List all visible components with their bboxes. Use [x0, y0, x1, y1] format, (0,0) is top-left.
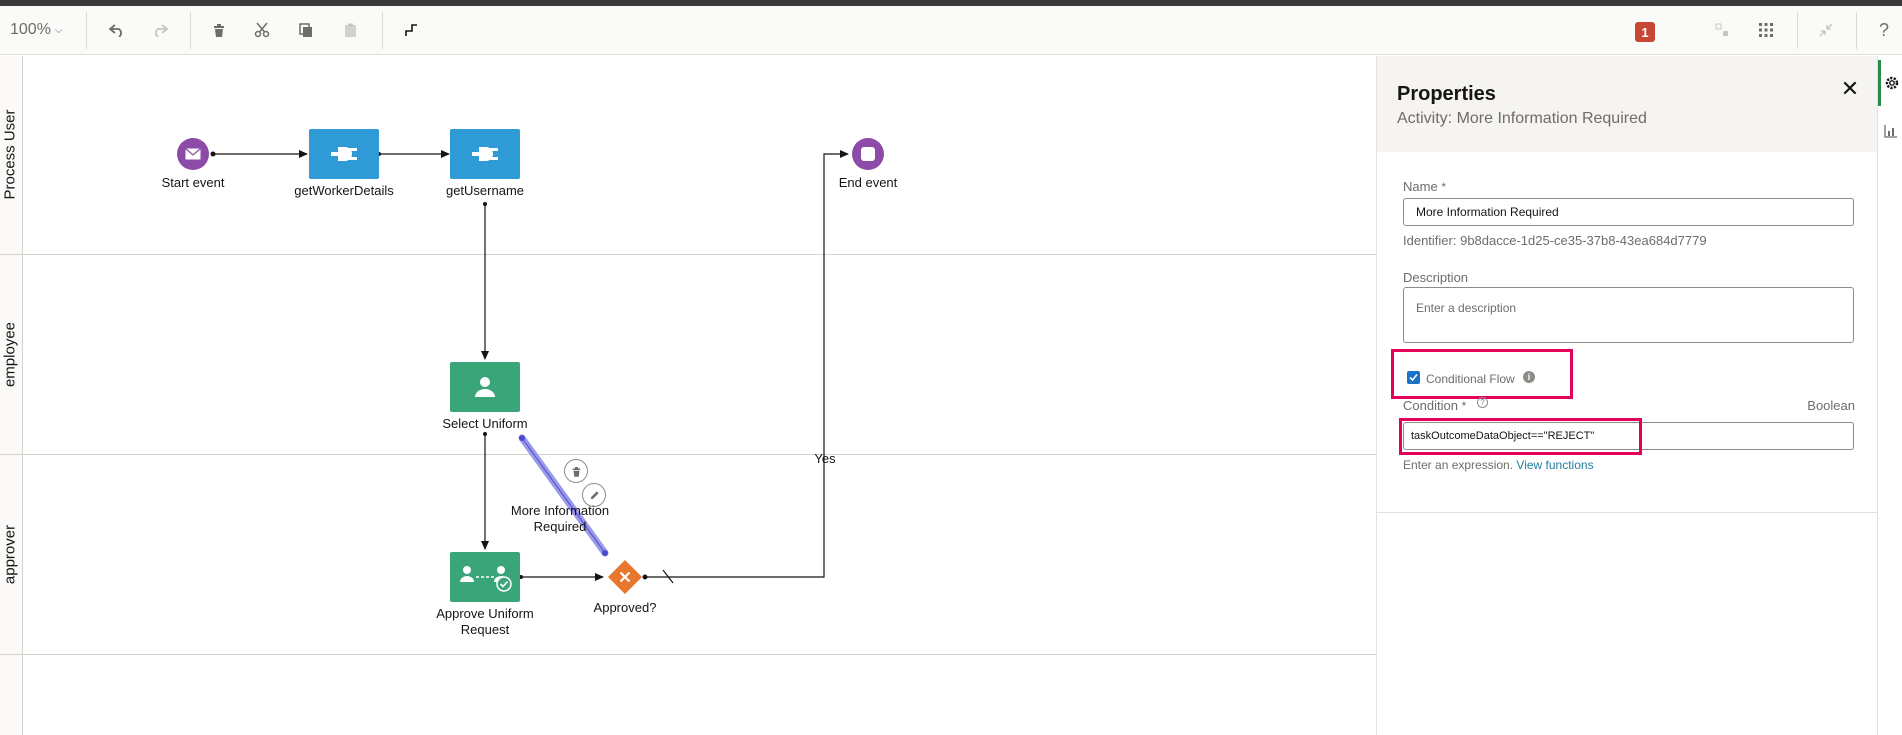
conditional-flow-label: Conditional Flow — [1426, 372, 1515, 386]
paste-button[interactable] — [339, 16, 361, 44]
properties-panel: Properties Activity: More Information Re… — [1376, 56, 1878, 735]
flow-gateway-yes-to-end — [645, 150, 849, 578]
redo-icon — [155, 24, 168, 37]
approval-users-icon — [460, 566, 512, 592]
identifier-text: Identifier: 9b8dacce-1d25-ce35-37b8-43ea… — [1403, 233, 1707, 248]
metrics-tab[interactable] — [1878, 108, 1902, 154]
right-rail — [1877, 56, 1902, 735]
name-label: Name * — [1403, 179, 1446, 194]
copy-button[interactable] — [295, 16, 317, 44]
properties-subtitle: Activity: More Information Required — [1397, 110, 1647, 127]
required-mark: * — [1441, 180, 1446, 194]
flow-label-more-information-required: More Information Required — [510, 503, 610, 534]
sequence-flows — [210, 150, 849, 584]
align-icon — [1715, 23, 1728, 36]
flow-label-yes: Yes — [814, 451, 836, 466]
panel-divider — [1377, 512, 1878, 513]
properties-header: Properties Activity: More Information Re… — [1377, 56, 1878, 152]
copy-icon — [299, 22, 312, 37]
gateway-diamond-icon — [608, 560, 642, 594]
condition-type-label: Boolean — [1807, 398, 1855, 413]
cut-button[interactable] — [251, 16, 273, 44]
condition-highlight — [1399, 418, 1642, 455]
toolbar-divider — [1797, 12, 1798, 49]
service-task-getworkerdetails[interactable] — [309, 129, 379, 179]
approve-uniform-label: Approve Uniform Request — [436, 606, 534, 637]
pencil-icon — [590, 490, 599, 499]
close-icon[interactable]: ✕ — [1840, 76, 1860, 101]
trash-icon — [572, 466, 580, 477]
default-flow-marker — [662, 569, 674, 584]
name-field[interactable]: More Information Required — [1403, 198, 1854, 226]
exclusive-gateway-approved[interactable] — [607, 559, 643, 595]
plug-icon — [472, 147, 498, 161]
connector-button[interactable] — [400, 16, 422, 44]
align-button[interactable] — [1710, 16, 1734, 44]
lane-divider — [0, 254, 1376, 255]
service-task-getusername[interactable] — [450, 129, 520, 179]
info-icon[interactable]: i — [1523, 371, 1535, 383]
view-functions-link[interactable]: View functions — [1516, 458, 1594, 472]
help-icon[interactable]: ? — [1477, 397, 1488, 408]
lane-label-column — [0, 56, 23, 735]
envelope-icon — [185, 148, 201, 160]
collapse-arrows-icon — [1819, 23, 1833, 37]
toolbar-divider — [86, 12, 87, 49]
clipboard-icon — [344, 23, 356, 37]
start-event[interactable] — [177, 138, 209, 170]
undo-button[interactable] — [105, 16, 129, 44]
expression-hint-text: Enter an expression. — [1403, 458, 1514, 472]
process-canvas[interactable]: Process User employee approver — [0, 56, 1376, 735]
issues-badge[interactable]: 1 — [1635, 22, 1655, 42]
grid-icon — [1759, 23, 1773, 37]
lane-divider — [0, 654, 1376, 655]
delete-button[interactable] — [208, 16, 230, 44]
delete-flow-button[interactable] — [564, 459, 588, 483]
human-task-select-uniform[interactable] — [450, 362, 520, 412]
required-mark: * — [1461, 399, 1467, 413]
orthogonal-connector-icon — [405, 24, 417, 36]
user-icon — [475, 377, 495, 397]
collapse-button[interactable] — [1814, 16, 1838, 44]
conditional-flow-checkbox[interactable] — [1407, 371, 1420, 384]
window-top-strip — [0, 0, 1902, 6]
condition-label: Condition * — [1403, 398, 1467, 413]
properties-title: Properties — [1397, 83, 1496, 105]
end-event-label: End event — [838, 175, 898, 190]
zoom-level: 100% — [10, 21, 51, 38]
plug-icon — [331, 147, 357, 161]
toolbar-divider — [1856, 12, 1857, 49]
chevron-down-icon: ⌵ — [54, 24, 63, 36]
description-label: Description — [1403, 270, 1469, 285]
getworkerdetails-label: getWorkerDetails — [294, 183, 394, 198]
gear-icon — [1885, 76, 1899, 90]
stop-icon — [861, 147, 875, 161]
toolbar-divider — [382, 12, 383, 49]
approval-task-approve-uniform[interactable] — [450, 552, 520, 602]
getusername-label: getUsername — [445, 183, 525, 198]
redo-button[interactable] — [148, 16, 172, 44]
checkmark-icon — [1409, 373, 1418, 382]
end-event[interactable] — [852, 138, 884, 170]
bar-chart-icon — [1883, 125, 1897, 138]
toolbar-divider — [190, 12, 191, 49]
description-field[interactable]: Enter a description — [1403, 287, 1854, 343]
start-event-label: Start event — [161, 175, 225, 190]
undo-icon — [109, 24, 122, 37]
expression-hint: Enter an expression. View functions — [1403, 458, 1594, 472]
lane-divider — [0, 454, 1376, 455]
trash-icon — [214, 24, 224, 37]
grid-button[interactable] — [1754, 16, 1778, 44]
select-uniform-label: Select Uniform — [442, 416, 528, 431]
gateway-label: Approved? — [593, 600, 657, 615]
help-button[interactable]: ? — [1878, 19, 1889, 40]
properties-tab[interactable] — [1878, 60, 1902, 106]
scissors-icon — [254, 22, 270, 38]
condition-expression-field[interactable]: taskOutcomeDataObject=="REJECT" — [1403, 422, 1854, 450]
edit-flow-button[interactable] — [582, 483, 606, 507]
toolbar: 100% ⌵ 1 ? — [0, 6, 1902, 55]
zoom-dropdown[interactable]: 100% ⌵ — [10, 16, 72, 44]
